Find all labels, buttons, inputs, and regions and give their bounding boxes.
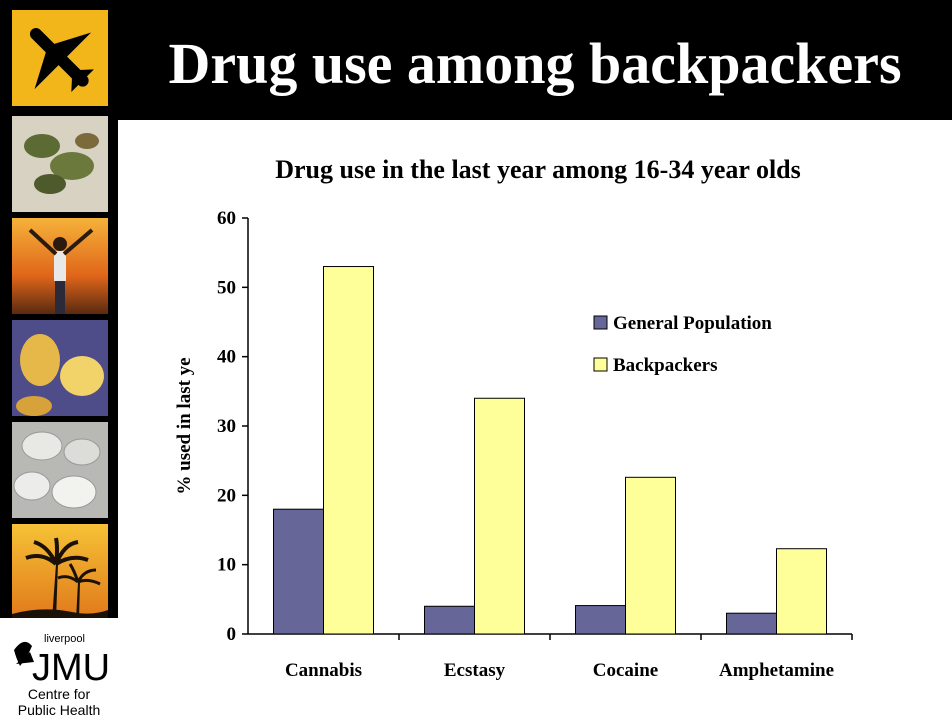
x-tick-label: Amphetamine xyxy=(719,660,834,681)
chart-legend: General Population Backpackers xyxy=(593,313,772,376)
bar-backpackers-cannabis xyxy=(323,266,374,635)
y-tick-label: 60 xyxy=(217,208,236,229)
y-axis-label: % used in last ye xyxy=(174,357,195,494)
palm-trees-photo xyxy=(12,524,108,620)
y-tick-label: 20 xyxy=(217,485,236,506)
sidebar xyxy=(0,0,118,720)
crystals-photo xyxy=(12,320,108,416)
bar-backpackers-cocaine xyxy=(625,476,676,635)
page-title: Drug use among backpackers xyxy=(168,31,902,96)
pills-photo xyxy=(12,422,108,518)
chart-area: Drug use in the last year among 16-34 ye… xyxy=(118,120,952,720)
bar-general-population-cannabis xyxy=(273,508,324,635)
chart-bars xyxy=(273,266,827,635)
y-tick-label: 50 xyxy=(217,277,236,298)
logo-text: JMU xyxy=(32,647,110,686)
y-tick-label: 0 xyxy=(227,624,237,645)
legend-swatch xyxy=(593,315,608,330)
chart-axes: 0 10 20 30 40 50 60 % used in last ye Cannabis Ec… xyxy=(174,208,853,681)
x-tick-label: Cannabis xyxy=(285,660,362,681)
centre-line-1: Centre for xyxy=(27,686,91,702)
airplane-thumbnail xyxy=(12,10,108,106)
x-tick-label: Ecstasy xyxy=(444,660,506,681)
bar-general-population-amphetamine xyxy=(726,612,777,635)
legend-swatch xyxy=(593,357,608,372)
legend-label: Backpackers xyxy=(613,355,718,376)
centre-label: Centre for Public Health xyxy=(0,686,118,718)
bar-general-population-ecstasy xyxy=(424,605,475,635)
chart-title: Drug use in the last year among 16-34 ye… xyxy=(275,155,801,184)
logo-small-text: liverpool xyxy=(44,633,85,645)
legend-label: General Population xyxy=(613,313,772,334)
x-tick-label: Cocaine xyxy=(593,660,658,681)
y-tick-label: 40 xyxy=(217,347,236,368)
y-tick-label: 10 xyxy=(217,555,236,576)
cannabis-photo xyxy=(12,116,108,212)
sunset-person-photo xyxy=(12,218,108,314)
jmu-logo: liverpool JMU Centre for Public Health xyxy=(0,618,118,720)
liverbird-icon: liverpool JMU xyxy=(14,633,110,686)
bar-chart: Drug use in the last year among 16-34 ye… xyxy=(174,155,853,681)
bar-backpackers-ecstasy xyxy=(474,397,525,635)
centre-line-2: Public Health xyxy=(17,702,101,718)
title-bar: Drug use among backpackers xyxy=(118,0,952,120)
airplane-icon xyxy=(29,27,94,92)
bar-general-population-cocaine xyxy=(575,605,626,635)
y-tick-label: 30 xyxy=(217,416,236,437)
bar-backpackers-amphetamine xyxy=(776,548,827,635)
